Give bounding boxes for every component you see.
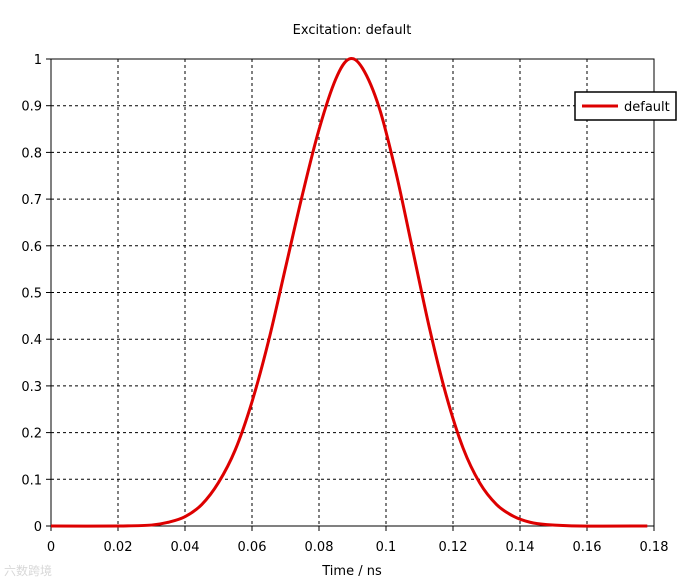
x-tick-label: 0.02	[104, 540, 133, 555]
y-tick-label: 0	[34, 520, 42, 535]
x-tick-label: 0	[47, 540, 55, 555]
y-tick-label: 0.5	[21, 287, 42, 302]
y-tick-label: 0.1	[21, 473, 42, 488]
x-tick-label: 0.1	[376, 540, 397, 555]
y-tick-label: 0.8	[21, 146, 42, 161]
legend: default	[574, 91, 677, 121]
y-tick-label: 0.4	[21, 333, 42, 348]
y-tick-label: 0.9	[21, 100, 42, 115]
x-axis: 0 0.02 0.04 0.06 0.08 0.1 0.12 0.14 0.16 0.18	[47, 526, 669, 555]
y-tick-label: 0.2	[21, 427, 42, 442]
y-axis: 0 0.1 0.2 0.3 0.4 0.5 0.6 0.7 0.8 0.9 1	[21, 53, 51, 535]
x-tick-label: 0.14	[506, 540, 535, 555]
series-line-default	[50, 57, 648, 528]
y-tick-label: 0.3	[21, 380, 42, 395]
watermark: 六数跨境	[4, 564, 53, 578]
y-tick-label: 0.7	[21, 193, 42, 208]
x-tick-label: 0.18	[640, 540, 669, 555]
y-tick-label: 0.6	[21, 240, 42, 255]
x-tick-label: 0.12	[439, 540, 468, 555]
chart-title: Excitation: default	[293, 23, 412, 38]
series-layer	[50, 57, 648, 528]
x-tick-label: 0.08	[305, 540, 334, 555]
y-tick-label: 1	[34, 53, 42, 68]
legend-label: default	[624, 100, 670, 115]
x-axis-label: Time / ns	[321, 564, 382, 579]
x-tick-label: 0.06	[238, 540, 267, 555]
x-tick-label: 0.04	[171, 540, 200, 555]
grid-lines	[51, 59, 654, 526]
x-tick-label: 0.16	[573, 540, 602, 555]
